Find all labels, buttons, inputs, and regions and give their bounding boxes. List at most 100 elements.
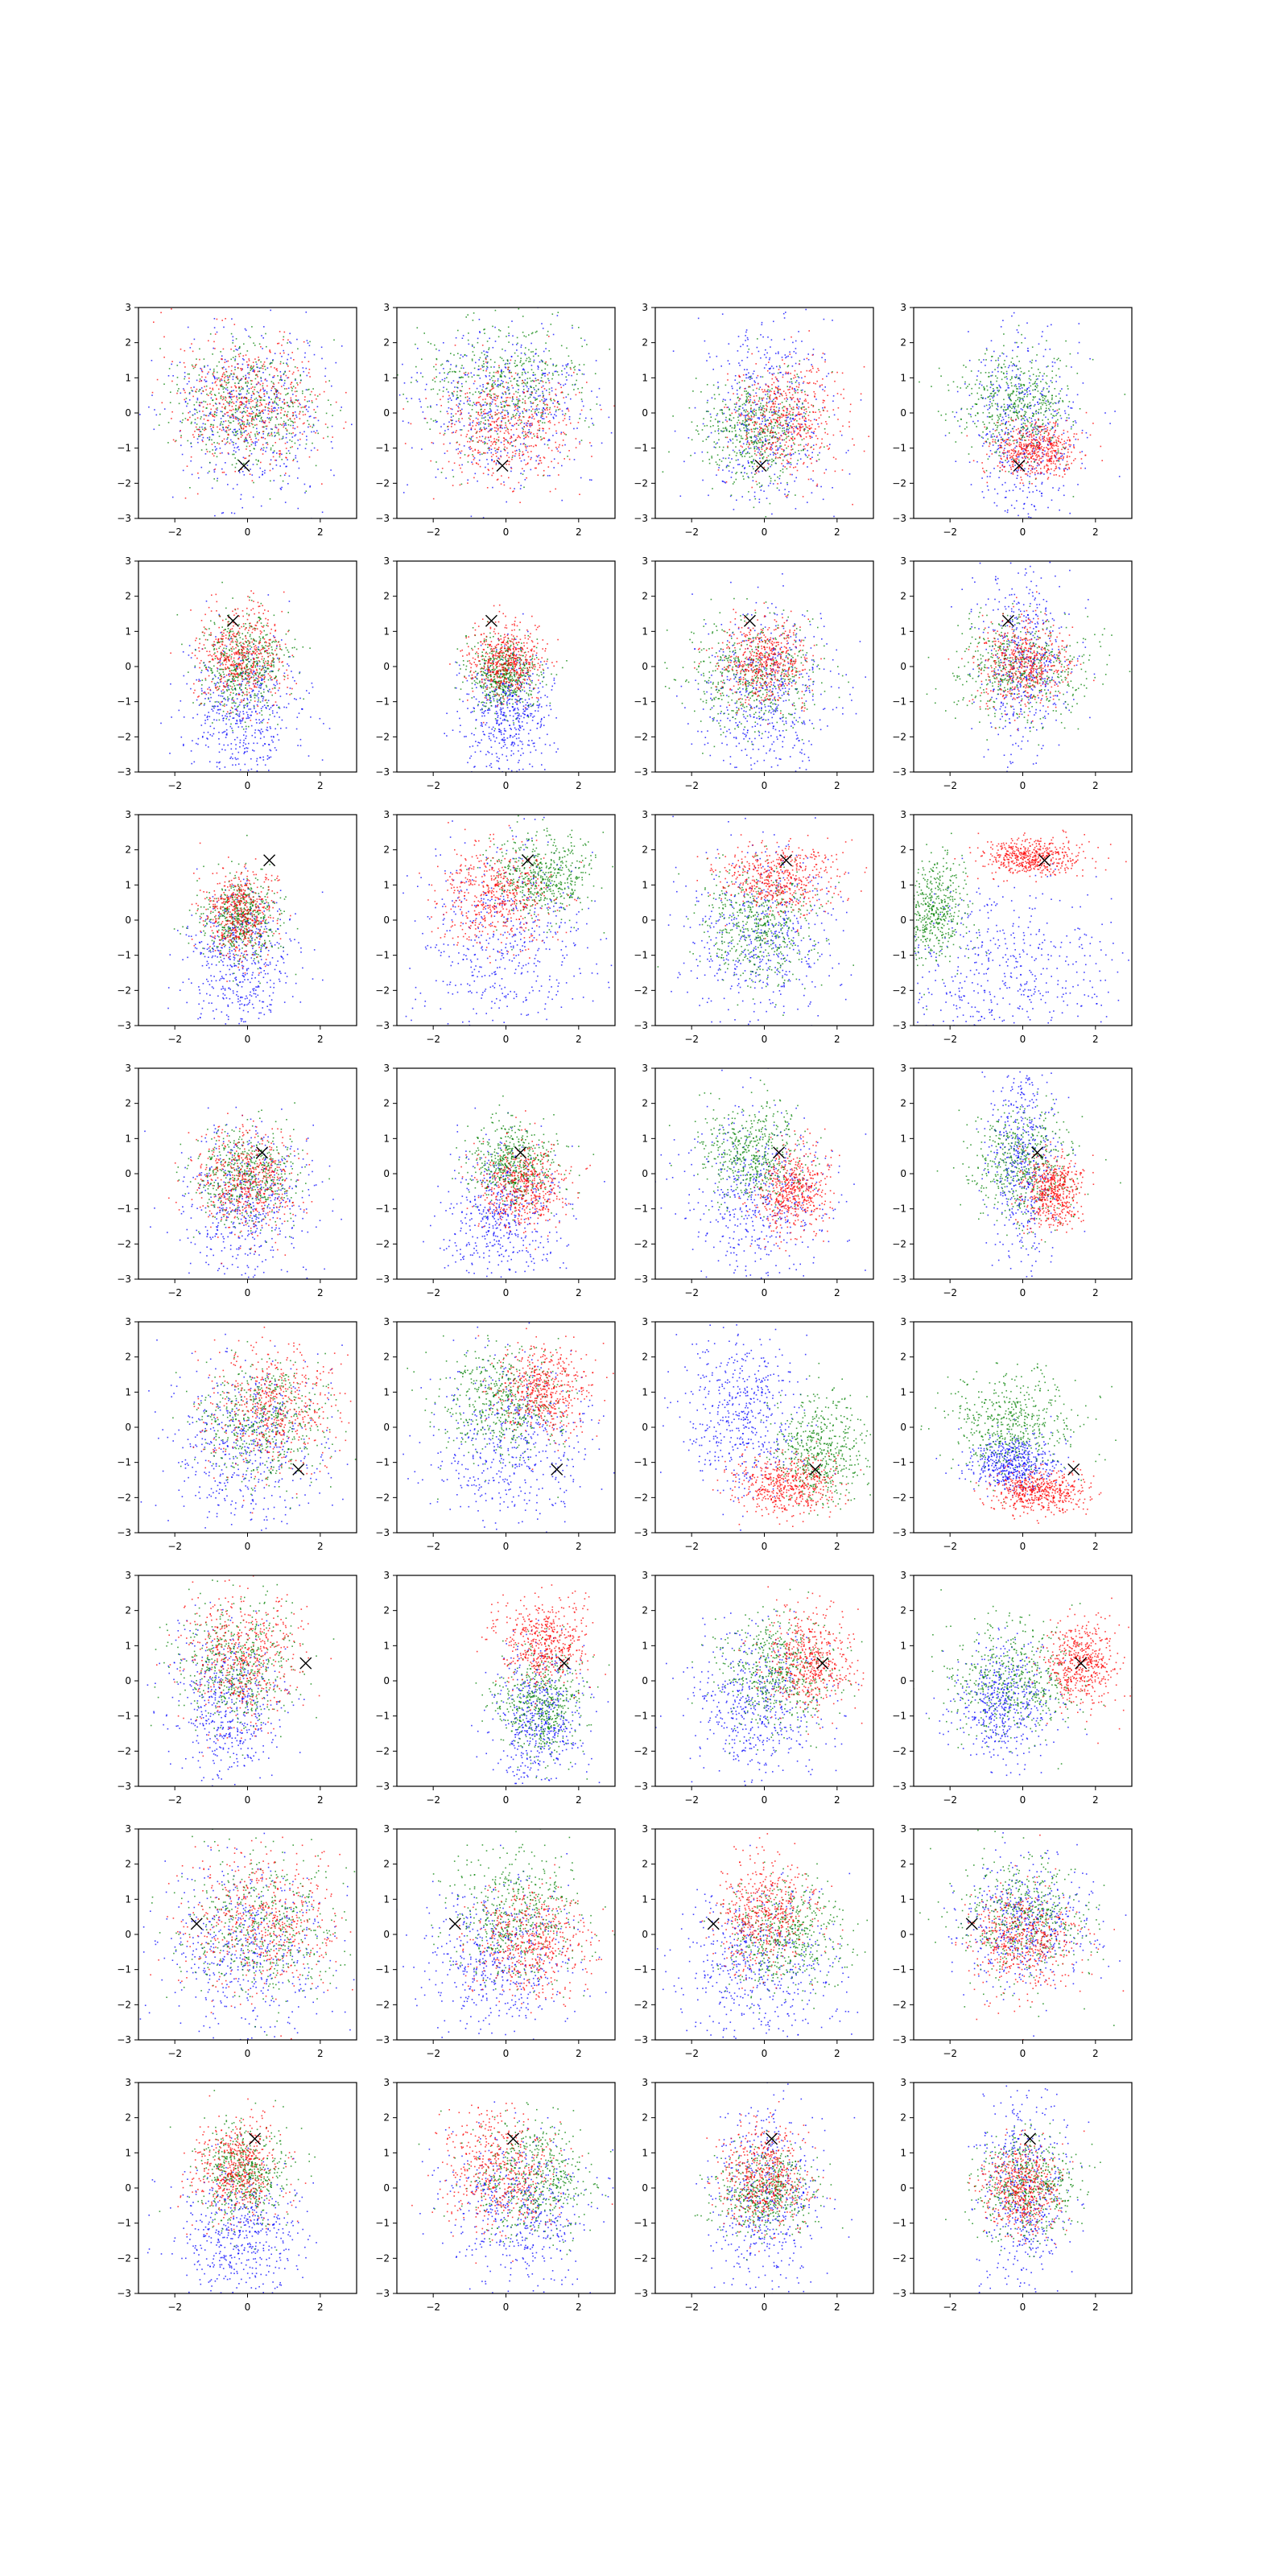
red-point bbox=[283, 426, 285, 428]
blue-point bbox=[752, 465, 753, 468]
red-point bbox=[509, 422, 511, 424]
blue-point bbox=[524, 479, 526, 481]
red-point bbox=[292, 432, 294, 434]
blue-point bbox=[233, 390, 234, 391]
green-point bbox=[254, 415, 257, 416]
blue-point bbox=[223, 420, 225, 423]
blue-point bbox=[707, 399, 708, 402]
blue-point bbox=[483, 404, 485, 406]
red-point bbox=[315, 417, 316, 419]
blue-point bbox=[295, 415, 297, 416]
red-point bbox=[762, 414, 764, 415]
red-point bbox=[486, 487, 489, 489]
red-point bbox=[763, 407, 766, 410]
red-point bbox=[518, 481, 520, 484]
blue-point bbox=[269, 401, 270, 403]
blue-point bbox=[508, 389, 510, 390]
red-point bbox=[794, 390, 795, 392]
green-point bbox=[782, 471, 784, 473]
red-point bbox=[321, 483, 323, 485]
blue-point bbox=[254, 443, 256, 444]
blue-point bbox=[702, 479, 704, 481]
green-point bbox=[473, 346, 475, 349]
green-point bbox=[713, 407, 715, 410]
blue-point bbox=[774, 394, 777, 395]
blue-point bbox=[287, 353, 290, 356]
green-point bbox=[191, 421, 192, 423]
blue-point bbox=[1053, 411, 1055, 412]
red-point bbox=[512, 490, 514, 493]
blue-point bbox=[205, 380, 208, 382]
blue-point bbox=[488, 423, 489, 425]
blue-point bbox=[349, 458, 351, 460]
green-point bbox=[735, 473, 737, 475]
green-point bbox=[258, 394, 260, 397]
green-point bbox=[556, 371, 559, 373]
green-point bbox=[214, 394, 217, 396]
green-point bbox=[208, 470, 210, 473]
blue-point bbox=[745, 415, 748, 416]
blue-point bbox=[537, 365, 539, 367]
blue-point bbox=[737, 382, 738, 385]
red-point bbox=[508, 477, 510, 479]
red-point bbox=[447, 412, 449, 415]
blue-point bbox=[708, 353, 710, 355]
blue-point bbox=[738, 415, 741, 417]
blue-point bbox=[198, 477, 200, 479]
blue-point bbox=[255, 437, 257, 440]
red-point bbox=[771, 437, 773, 439]
blue-point bbox=[727, 407, 729, 408]
green-point bbox=[483, 328, 485, 331]
blue-point bbox=[266, 380, 268, 382]
blue-point bbox=[783, 456, 786, 458]
blue-point bbox=[804, 420, 806, 422]
red-point bbox=[515, 439, 517, 440]
blue-point bbox=[804, 453, 807, 456]
green-point bbox=[778, 423, 780, 426]
green-point bbox=[709, 420, 712, 422]
blue-point bbox=[997, 493, 999, 495]
green-point bbox=[734, 436, 737, 438]
blue-point bbox=[725, 534, 727, 535]
red-point bbox=[239, 402, 241, 403]
red-point bbox=[816, 483, 819, 485]
blue-point bbox=[751, 384, 753, 386]
green-point bbox=[779, 415, 781, 417]
red-point bbox=[794, 369, 796, 372]
green-point bbox=[529, 361, 531, 362]
green-point bbox=[312, 423, 315, 426]
blue-point bbox=[448, 421, 450, 423]
green-point bbox=[511, 444, 513, 447]
blue-point bbox=[753, 370, 755, 372]
green-point bbox=[558, 374, 559, 376]
blue-point bbox=[746, 441, 749, 444]
blue-point bbox=[746, 430, 749, 432]
blue-point bbox=[833, 515, 835, 518]
red-point bbox=[819, 447, 821, 449]
red-point bbox=[788, 414, 790, 415]
green-point bbox=[802, 402, 803, 404]
blue-point bbox=[482, 517, 485, 518]
red-point bbox=[486, 443, 489, 444]
blue-point bbox=[419, 400, 421, 402]
blue-point bbox=[213, 327, 216, 328]
blue-point bbox=[716, 355, 718, 357]
green-point bbox=[754, 428, 756, 430]
red-point bbox=[799, 363, 800, 365]
blue-point bbox=[276, 394, 278, 395]
green-point bbox=[477, 441, 479, 443]
green-point bbox=[749, 401, 750, 403]
red-point bbox=[459, 451, 460, 452]
red-point bbox=[448, 460, 450, 463]
green-point bbox=[456, 396, 459, 398]
green-point bbox=[745, 418, 746, 419]
blue-point bbox=[786, 417, 788, 419]
blue-point bbox=[779, 442, 782, 444]
blue-point bbox=[738, 464, 741, 465]
green-point bbox=[470, 438, 472, 440]
red-point bbox=[209, 387, 211, 390]
red-point bbox=[795, 415, 796, 417]
green-point bbox=[767, 395, 769, 398]
red-point bbox=[751, 486, 753, 489]
green-point bbox=[724, 436, 727, 439]
